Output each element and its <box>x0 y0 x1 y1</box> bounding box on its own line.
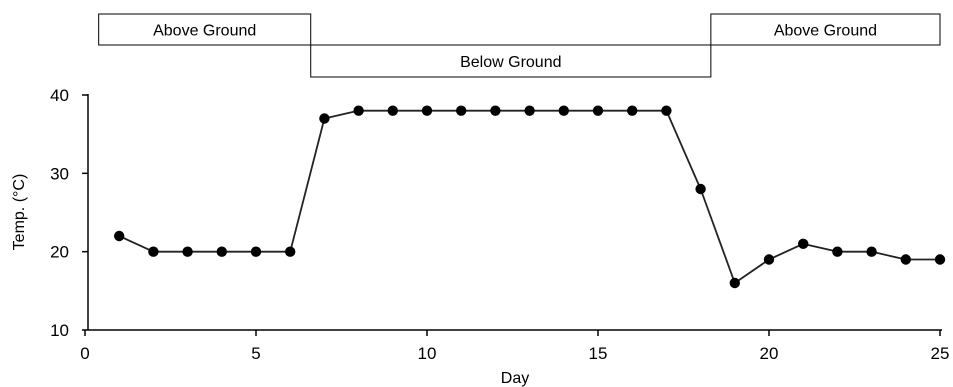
data-point-2 <box>148 246 159 257</box>
data-point-8 <box>353 105 364 116</box>
y-tick-label-40: 40 <box>50 86 69 105</box>
x-tick-label-0: 0 <box>80 344 89 363</box>
data-point-17 <box>661 105 672 116</box>
data-point-20 <box>763 254 775 265</box>
x-tick-label-15: 15 <box>589 344 608 363</box>
y-tick-label-30: 30 <box>50 164 69 183</box>
data-point-7 <box>319 113 330 124</box>
data-point-6 <box>285 246 296 257</box>
y-tick-label-20: 20 <box>50 243 69 262</box>
data-point-4 <box>216 246 227 257</box>
y-ticks: 10 20 30 40 <box>50 86 88 340</box>
data-point-3 <box>182 246 193 257</box>
data-point-11 <box>456 105 467 116</box>
data-point-19 <box>729 277 740 289</box>
axes <box>87 94 942 331</box>
x-tick-label-20: 20 <box>760 344 779 363</box>
data-point-16 <box>627 105 638 116</box>
phase-label-1: Below Ground <box>460 54 561 71</box>
x-tick-label-5: 5 <box>251 344 260 363</box>
x-tick-label-10: 10 <box>418 344 437 363</box>
data-point-13 <box>524 105 535 116</box>
phase-band-0 <box>98 13 312 46</box>
data-point-23 <box>866 246 877 257</box>
series-markers <box>114 105 946 289</box>
x-tick-label-25: 25 <box>931 344 950 363</box>
data-point-25 <box>934 254 946 265</box>
data-point-24 <box>900 254 911 265</box>
data-point-9 <box>387 105 398 116</box>
y-axis-label: Temp. (°C) <box>11 174 28 251</box>
phase-label-2: Above Ground <box>774 23 877 40</box>
series-line-group <box>118 109 940 284</box>
data-point-14 <box>558 105 569 116</box>
data-point-18 <box>695 183 706 195</box>
phase-band-1 <box>310 44 712 78</box>
phase-band-2 <box>710 13 941 46</box>
data-point-5 <box>250 246 262 257</box>
data-point-15 <box>592 105 604 116</box>
series-line-0 <box>118 109 940 284</box>
data-point-22 <box>832 246 843 257</box>
data-point-21 <box>798 238 809 250</box>
phase-label-0: Above Ground <box>153 23 256 40</box>
data-point-10 <box>421 105 433 116</box>
x-ticks: 0 5 10 15 20 25 <box>80 330 949 363</box>
x-axis-label: Day <box>501 370 529 387</box>
phase-bands: Above Ground Below Ground Above Ground <box>98 13 941 78</box>
y-tick-label-10: 10 <box>50 321 69 340</box>
data-point-1 <box>114 230 125 242</box>
data-point-12 <box>490 105 501 116</box>
